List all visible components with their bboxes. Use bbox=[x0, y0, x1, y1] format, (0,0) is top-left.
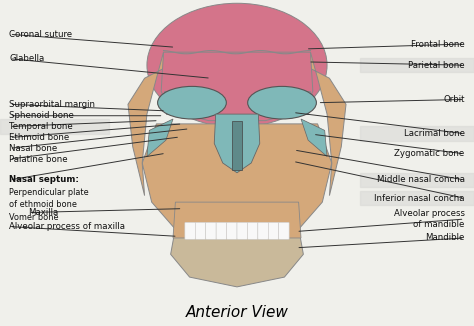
FancyBboxPatch shape bbox=[227, 222, 237, 239]
Polygon shape bbox=[232, 121, 242, 170]
Text: Orbit: Orbit bbox=[443, 95, 465, 104]
Polygon shape bbox=[310, 52, 346, 196]
Text: Zygomatic bone: Zygomatic bone bbox=[394, 149, 465, 158]
Text: Parietal bone: Parietal bone bbox=[408, 61, 465, 70]
Polygon shape bbox=[275, 91, 310, 114]
Ellipse shape bbox=[247, 86, 316, 119]
Polygon shape bbox=[164, 91, 199, 114]
Text: Middle nasal concha: Middle nasal concha bbox=[376, 175, 465, 185]
Bar bbox=[360, 58, 474, 72]
Polygon shape bbox=[128, 52, 164, 196]
Text: Alveolar process of maxilla: Alveolar process of maxilla bbox=[9, 222, 126, 231]
Bar bbox=[360, 173, 474, 187]
Ellipse shape bbox=[157, 86, 226, 119]
Text: Frontal bone: Frontal bone bbox=[411, 39, 465, 49]
FancyBboxPatch shape bbox=[206, 222, 216, 239]
Ellipse shape bbox=[147, 3, 327, 127]
FancyBboxPatch shape bbox=[185, 222, 195, 239]
Text: Vomer bone: Vomer bone bbox=[9, 213, 59, 222]
Text: Glabella: Glabella bbox=[9, 54, 45, 63]
FancyBboxPatch shape bbox=[247, 222, 258, 239]
Bar bbox=[360, 191, 474, 205]
Text: Ethmoid bone: Ethmoid bone bbox=[9, 133, 70, 142]
Text: of ethmoid bone: of ethmoid bone bbox=[9, 200, 77, 209]
Text: Coronal suture: Coronal suture bbox=[9, 30, 73, 39]
Text: Supraorbital margin: Supraorbital margin bbox=[9, 100, 95, 109]
FancyBboxPatch shape bbox=[279, 222, 289, 239]
Text: Anterior View: Anterior View bbox=[185, 305, 289, 320]
FancyBboxPatch shape bbox=[237, 222, 247, 239]
Text: Sphenoid bone: Sphenoid bone bbox=[9, 111, 74, 120]
Text: Palatine bone: Palatine bone bbox=[9, 155, 68, 164]
Polygon shape bbox=[171, 228, 303, 287]
FancyBboxPatch shape bbox=[216, 222, 227, 239]
Polygon shape bbox=[173, 202, 301, 238]
Text: Perpendicular plate: Perpendicular plate bbox=[9, 188, 89, 197]
FancyBboxPatch shape bbox=[268, 222, 279, 239]
Bar bbox=[360, 126, 474, 141]
Polygon shape bbox=[147, 119, 173, 156]
Text: Nasal septum:: Nasal septum: bbox=[9, 175, 79, 185]
Polygon shape bbox=[161, 52, 313, 121]
Polygon shape bbox=[142, 124, 332, 244]
Text: Alveolar process
of mandible: Alveolar process of mandible bbox=[393, 209, 465, 229]
Text: Lacrimal bone: Lacrimal bone bbox=[403, 129, 465, 138]
Text: Maxilla: Maxilla bbox=[28, 208, 59, 217]
FancyBboxPatch shape bbox=[258, 222, 268, 239]
FancyBboxPatch shape bbox=[195, 222, 206, 239]
Bar bbox=[0, 119, 109, 134]
Polygon shape bbox=[301, 119, 327, 156]
Text: Inferior nasal concha: Inferior nasal concha bbox=[374, 194, 465, 203]
Text: Temporal bone: Temporal bone bbox=[9, 122, 73, 131]
Text: Nasal bone: Nasal bone bbox=[9, 144, 58, 153]
Polygon shape bbox=[214, 114, 260, 173]
Text: Mandible: Mandible bbox=[425, 233, 465, 243]
